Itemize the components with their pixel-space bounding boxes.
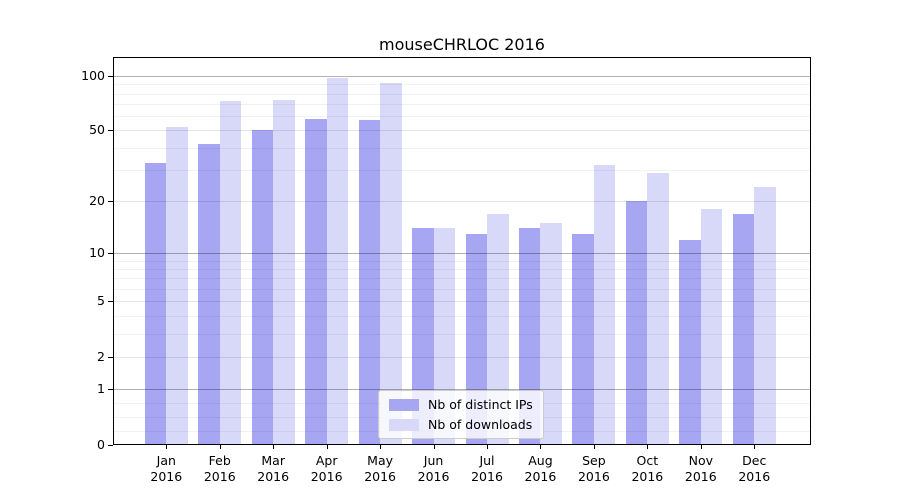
gridline-minor bbox=[113, 84, 811, 86]
bar-downloads-aug bbox=[540, 223, 562, 445]
x-tick-label-jul: Jul 2016 bbox=[471, 453, 503, 484]
x-tick-feb bbox=[219, 444, 221, 449]
x-tick-label-feb: Feb 2016 bbox=[203, 453, 236, 484]
x-tick-label-sep: Sep 2016 bbox=[577, 453, 610, 484]
y-tick-label-100: 100 bbox=[81, 67, 105, 83]
x-tick-mar bbox=[273, 444, 275, 449]
gridline-minor bbox=[113, 333, 811, 335]
y-tick-100 bbox=[108, 75, 113, 77]
x-tick-label-dec: Dec 2016 bbox=[738, 453, 771, 484]
bar-downloads-jul bbox=[487, 213, 509, 445]
bar-downloads-sep bbox=[593, 165, 616, 445]
x-tick-nov bbox=[700, 444, 702, 449]
y-tick-2 bbox=[108, 356, 113, 358]
y-tick-10 bbox=[108, 252, 113, 254]
gridline-minor bbox=[113, 278, 811, 280]
legend-item-downloads: Nb of downloads bbox=[389, 417, 533, 432]
y-tick-label-50: 50 bbox=[89, 122, 105, 138]
gridline-minor bbox=[113, 170, 811, 172]
legend-swatch-downloads bbox=[389, 418, 419, 431]
gridline-2 bbox=[113, 356, 811, 358]
bar-distinct-ips-mar bbox=[251, 130, 274, 445]
legend-swatch-distinct-ips bbox=[389, 398, 419, 411]
bar-downloads-feb bbox=[219, 100, 242, 445]
gridline-minor bbox=[113, 116, 811, 118]
y-tick-label-2: 2 bbox=[97, 348, 105, 364]
gridline-5 bbox=[113, 301, 811, 303]
y-tick-label-5: 5 bbox=[97, 293, 105, 309]
bar-distinct-ips-nov bbox=[679, 239, 701, 445]
y-tick-0 bbox=[108, 444, 113, 446]
plot-area: 0 1 2 5 10 20 50 100 Jan 2016 Feb 2016 Mar 2016 Apr… bbox=[81, 57, 811, 484]
bar-downloads-oct bbox=[647, 172, 669, 445]
gridline-minor bbox=[113, 147, 811, 149]
gridline-minor bbox=[113, 315, 811, 317]
x-tick-apr bbox=[326, 444, 328, 449]
x-tick-label-jan: Jan 2016 bbox=[150, 453, 183, 484]
bar-distinct-ips-dec bbox=[732, 213, 755, 445]
x-tick-may bbox=[380, 444, 382, 449]
x-tick-dec bbox=[754, 444, 756, 449]
y-tick-1 bbox=[108, 389, 113, 391]
gridline-minor bbox=[113, 260, 811, 262]
x-tick-sep bbox=[593, 444, 595, 449]
bar-downloads-jan bbox=[166, 127, 188, 445]
x-tick-jan bbox=[166, 444, 168, 449]
y-tick-50 bbox=[108, 130, 113, 132]
bar-downloads-may bbox=[380, 82, 402, 445]
x-tick-jun bbox=[433, 444, 435, 449]
x-tick-oct bbox=[647, 444, 649, 449]
bar-downloads-apr bbox=[326, 78, 349, 445]
gridline-minor bbox=[113, 93, 811, 95]
gridline-1 bbox=[113, 389, 811, 391]
bar-distinct-ips-feb bbox=[198, 144, 220, 445]
x-tick-label-jun: Jun 2016 bbox=[417, 453, 450, 484]
gridline-100 bbox=[113, 75, 811, 77]
x-tick-aug bbox=[540, 444, 542, 449]
bar-downloads-dec bbox=[754, 187, 776, 445]
chart-legend: Nb of distinct IPs Nb of downloads bbox=[378, 390, 544, 439]
bar-distinct-ips-apr bbox=[305, 118, 327, 445]
bar-downloads-mar bbox=[273, 99, 295, 445]
gridline-minor bbox=[113, 269, 811, 271]
y-tick-label-10: 10 bbox=[89, 244, 105, 260]
y-tick-5 bbox=[108, 301, 113, 303]
gridline-minor bbox=[113, 104, 811, 106]
x-tick-label-apr: Apr 2016 bbox=[310, 453, 343, 484]
y-tick-20 bbox=[108, 201, 113, 203]
gridline-20 bbox=[113, 201, 811, 203]
gridline-10 bbox=[113, 252, 811, 254]
x-tick-label-nov: Nov 2016 bbox=[684, 453, 717, 484]
y-tick-label-1: 1 bbox=[97, 381, 105, 397]
gridline-50 bbox=[113, 130, 811, 132]
x-tick-label-aug: Aug 2016 bbox=[524, 453, 557, 484]
x-tick-jul bbox=[487, 444, 488, 449]
x-tick-label-may: May 2016 bbox=[364, 453, 396, 484]
y-tick-label-0: 0 bbox=[97, 436, 105, 452]
x-tick-label-oct: Oct 2016 bbox=[631, 453, 664, 484]
bar-downloads-nov bbox=[700, 209, 723, 445]
chart-title: mouseCHRLOC 2016 bbox=[379, 35, 545, 54]
bar-distinct-ips-sep bbox=[572, 233, 594, 445]
x-tick-label-mar: Mar 2016 bbox=[257, 453, 290, 484]
bar-distinct-ips-oct bbox=[625, 201, 648, 445]
bar-distinct-ips-jan bbox=[144, 162, 167, 445]
gridline-minor bbox=[113, 289, 811, 291]
bar-distinct-ips-may bbox=[358, 120, 381, 445]
legend-item-distinct-ips: Nb of distinct IPs bbox=[389, 397, 533, 412]
y-tick-label-20: 20 bbox=[89, 193, 105, 209]
legend-label-distinct-ips: Nb of distinct IPs bbox=[428, 397, 533, 412]
legend-label-downloads: Nb of downloads bbox=[428, 417, 533, 432]
